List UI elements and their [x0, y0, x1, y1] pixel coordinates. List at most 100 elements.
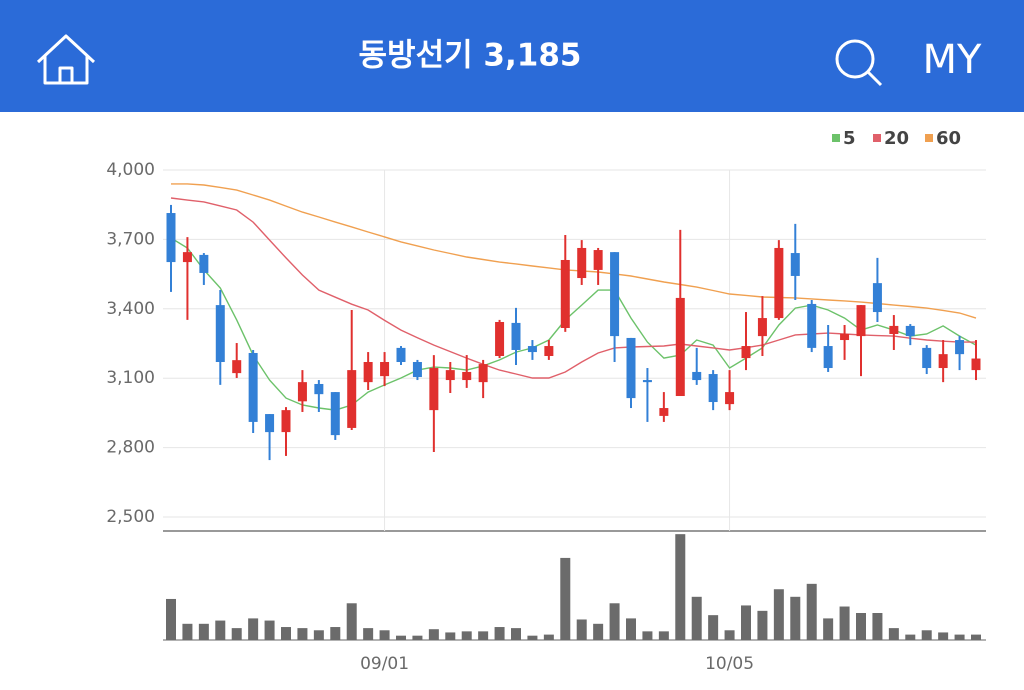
- candle-body: [396, 347, 406, 363]
- candle-body: [560, 259, 570, 329]
- legend-swatch: [925, 134, 933, 142]
- volume-bar: [281, 627, 291, 640]
- y-tick-label: 2,800: [106, 438, 155, 458]
- volume-bar: [708, 615, 719, 640]
- candle-body: [757, 318, 767, 337]
- candle-body: [215, 305, 225, 363]
- volume-bar: [313, 630, 324, 640]
- y-tick-label: 3,100: [106, 368, 155, 388]
- x-tick-label: 10/05: [705, 654, 754, 674]
- volume-bar: [198, 623, 209, 640]
- volume-bar: [856, 613, 866, 640]
- volume-bar: [938, 632, 949, 640]
- candle-body: [429, 368, 439, 411]
- search-button[interactable]: [835, 39, 883, 87]
- header-title: 동방선기 3,185: [359, 38, 582, 74]
- volume-bar: [971, 634, 981, 640]
- candle-body: [872, 283, 882, 313]
- candle-body: [971, 358, 981, 371]
- volume-bar: [396, 635, 406, 640]
- y-tick-label: 2,500: [106, 507, 155, 527]
- candle-body: [380, 362, 390, 377]
- volume-bar: [921, 630, 932, 640]
- volume-bar: [412, 635, 423, 640]
- y-tick-label: 3,700: [106, 229, 155, 249]
- candle-body: [281, 410, 291, 433]
- volume-bar: [626, 618, 636, 640]
- candle-body: [938, 354, 948, 369]
- home-button[interactable]: [36, 34, 96, 85]
- volume-bar: [560, 557, 571, 640]
- volume-bar: [823, 618, 834, 640]
- candle-body: [905, 325, 915, 337]
- candle-body: [610, 252, 620, 337]
- candle-body: [265, 414, 275, 433]
- volume-bar: [461, 631, 472, 640]
- volume-bar: [527, 635, 538, 640]
- candle-body: [741, 346, 751, 359]
- candle-body: [248, 352, 258, 422]
- candle-body: [856, 305, 866, 337]
- volume-bar: [773, 589, 784, 640]
- volume-bar: [658, 631, 669, 640]
- moving-average-line: [171, 183, 977, 319]
- volume-bar: [428, 629, 439, 640]
- legend-label: 60: [936, 128, 961, 149]
- candle-body: [232, 360, 242, 374]
- volume-bar: [576, 619, 587, 640]
- volume-bar: [543, 634, 554, 640]
- search-icon: [835, 39, 875, 79]
- volume-bar: [609, 603, 620, 640]
- volume-bar: [182, 623, 193, 640]
- volume-bar: [346, 603, 357, 640]
- candle-body: [626, 337, 636, 399]
- volume-bar: [741, 605, 751, 640]
- candle-body: [642, 380, 652, 383]
- volume-bar: [675, 534, 686, 640]
- volume-bar: [264, 620, 275, 640]
- volume-bar: [379, 630, 390, 640]
- volume-bar: [839, 606, 850, 640]
- volume-bar: [248, 618, 259, 640]
- volume-bar: [330, 627, 341, 640]
- volume-bar: [905, 634, 916, 640]
- volume-bar: [494, 627, 505, 640]
- candle-body: [527, 346, 537, 353]
- candle-body: [182, 252, 192, 263]
- y-tick-label: 4,000: [106, 160, 155, 180]
- volume-bar: [691, 596, 702, 640]
- candle-body: [675, 297, 685, 397]
- candle-body: [659, 408, 669, 416]
- legend-label: 20: [884, 128, 909, 149]
- candle-body: [807, 303, 817, 348]
- candle-body: [889, 325, 899, 335]
- candle-body: [347, 370, 357, 428]
- candle-body: [330, 392, 340, 436]
- candle-body: [314, 383, 324, 395]
- moving-average-line: [170, 237, 977, 411]
- my-button[interactable]: MY: [923, 37, 983, 83]
- volume-bar: [363, 628, 374, 640]
- candle-body: [708, 374, 718, 403]
- volume-bar: [888, 628, 899, 640]
- legend-swatch: [832, 134, 840, 142]
- search-handle: [866, 70, 883, 87]
- legend-swatch: [873, 134, 881, 142]
- volume-bar: [642, 631, 653, 640]
- candle-body: [725, 392, 735, 405]
- volume-bar: [757, 610, 768, 640]
- candle-body: [774, 247, 784, 319]
- volume-bar: [445, 632, 456, 640]
- candle-body: [297, 382, 307, 402]
- legend-label: 5: [843, 128, 856, 149]
- candle-body: [692, 371, 702, 381]
- candle-body: [823, 346, 833, 369]
- header-bar: [0, 0, 1024, 112]
- candle-body: [462, 371, 472, 381]
- volume-bar: [215, 620, 226, 640]
- candle-body: [955, 340, 965, 355]
- candle-body: [593, 250, 603, 270]
- candle-body: [445, 370, 455, 381]
- y-tick-label: 3,400: [106, 299, 155, 319]
